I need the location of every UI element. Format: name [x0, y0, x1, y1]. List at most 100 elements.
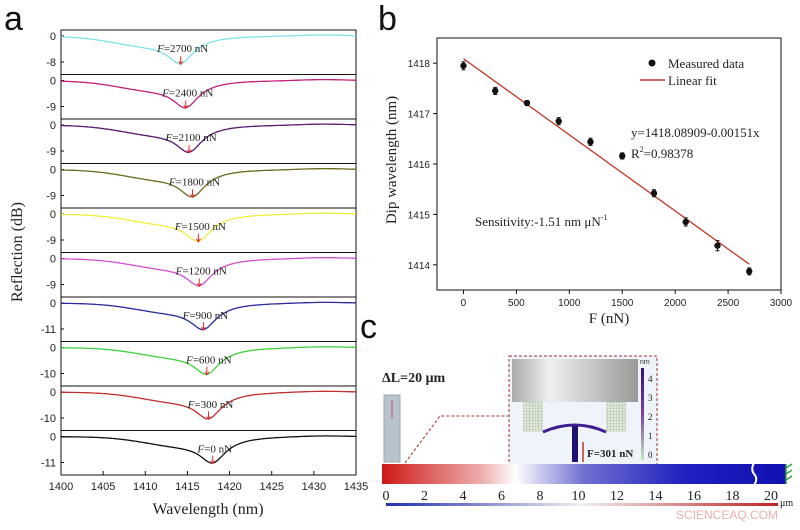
y-tick-label: -10: [40, 369, 56, 381]
y-tick-label: -8: [46, 57, 56, 69]
scale-tick-label: 18: [726, 489, 740, 504]
data-point: [587, 138, 594, 146]
colorbar-tick-label: 0: [648, 450, 653, 460]
y-tick-label: 0: [50, 298, 56, 310]
scale-gradient-bar: [386, 503, 778, 506]
x-tick-label: 500: [508, 298, 525, 309]
spectrum-curve-600: [61, 346, 356, 376]
panel-a-x-label: Wavelength (nm): [152, 501, 263, 518]
force-label-300: F=300 nN: [187, 399, 234, 411]
spectrum-curve-1200: [61, 257, 357, 287]
spectrum-curve-2100: [61, 123, 357, 153]
colorbar-tick-label: 2: [648, 412, 653, 422]
dip-marker-arrow-icon: [210, 455, 216, 465]
y-tick-label: -9: [46, 280, 56, 292]
force-label: F=301 nN: [587, 448, 633, 460]
panel-b-y-label: Dip wavelength (nm): [384, 96, 400, 224]
force-label-1200: F=1200 nN: [175, 266, 227, 278]
scale-tick-label: 14: [649, 489, 663, 504]
probe-cylinder: [383, 394, 401, 463]
cantilever-beam: [382, 464, 786, 484]
dip-marker-arrow-icon: [196, 278, 202, 288]
y-tick-label: -9: [46, 235, 56, 247]
x-tick-label: 1400: [49, 481, 73, 493]
panel-label-b: b: [378, 0, 397, 38]
callout-line: [404, 415, 508, 464]
y-tick-label: -10: [40, 413, 56, 425]
panel-label-a: a: [4, 0, 23, 38]
data-point: [492, 87, 499, 95]
y-tick-label: 0: [50, 343, 56, 355]
x-tick-label: 2500: [717, 298, 740, 309]
y-tick-label: 0: [50, 432, 56, 444]
mesh-left: [523, 402, 543, 432]
scale-tick-label: 0: [383, 489, 390, 504]
dip-marker-arrow-icon: [178, 56, 184, 66]
y-tick-label: 0: [50, 209, 56, 221]
dip-marker-arrow-icon: [195, 233, 201, 243]
force-label-0: F=0 nN: [196, 444, 232, 456]
delta-l-label: ΔL=20 μm: [382, 371, 446, 386]
colorbar-unit: nm: [640, 359, 650, 366]
data-point: [746, 268, 753, 275]
x-tick-label: 1500: [611, 298, 634, 309]
force-label-2700: F=2700 nN: [156, 43, 208, 55]
membrane: [542, 423, 607, 434]
y-tick-label: 0: [50, 120, 56, 132]
dip-marker-arrow-icon: [183, 100, 189, 110]
y-tick-label: -11: [41, 324, 56, 336]
x-tick-label: 3000: [770, 298, 793, 309]
r2-value: =0.98378: [644, 146, 694, 161]
y-tick-label: -9: [46, 191, 56, 203]
legend-fit: Linear fit: [668, 73, 717, 88]
x-tick-label: 1000: [558, 298, 581, 309]
r-squared: R2=0.98378: [631, 145, 693, 161]
spectrum-panel-0: [60, 430, 357, 476]
dip-marker-arrow-icon: [204, 366, 210, 376]
y-tick-label: 0: [50, 387, 56, 399]
scale-tick-label: 2: [421, 489, 428, 504]
x-tick-label: 1425: [259, 481, 283, 493]
legend-measured: Measured data: [668, 56, 744, 71]
scale-tick-label: 8: [537, 489, 544, 504]
spectrum-curve-1800: [61, 167, 357, 198]
colorbar-tick-label: 1: [648, 431, 653, 441]
data-point: [619, 152, 626, 160]
force-label-1800: F=1800 nN: [168, 177, 220, 189]
data-point: [523, 99, 531, 107]
data-point: [460, 62, 467, 69]
panel-b-x-label: F (nN): [589, 311, 629, 327]
y-tick-label: 1416: [408, 160, 431, 171]
y-tick-label: 0: [50, 254, 56, 266]
y-tick-label: 1417: [408, 110, 431, 121]
scale-tick-label: 6: [498, 489, 505, 504]
x-tick-label: 0: [461, 298, 467, 309]
scale-tick-label: 20: [764, 489, 778, 504]
fixed-support-icon: [785, 463, 793, 484]
colorbar-tick-label: 4: [648, 374, 653, 384]
beam-break-mark: [751, 462, 758, 486]
dip-marker-arrow-icon: [186, 144, 192, 154]
data-point: [682, 218, 689, 226]
force-label-600: F=600 nN: [185, 355, 232, 367]
y-tick-label: 0: [50, 165, 56, 177]
scale-tick-label: 12: [610, 489, 624, 504]
scale-unit: μm: [780, 498, 793, 509]
force-label-2100: F=2100 nN: [165, 132, 217, 144]
sensitivity-label: Sensitivity:-1.51 nm μN-1: [475, 213, 607, 229]
force-label-900: F=900 nN: [182, 310, 229, 322]
y-tick-label: 1414: [408, 261, 431, 272]
force-label-1500: F=1500 nN: [174, 221, 226, 233]
spectrum-panel-2700: [60, 29, 357, 75]
panel-a-y-label: Reflection (dB): [9, 202, 26, 302]
x-tick-label: 1405: [91, 481, 115, 493]
y-tick-label: 0: [50, 31, 56, 43]
y-tick-label: 1415: [408, 210, 431, 221]
fit-equation: y=1418.08909-0.00151x: [631, 125, 760, 140]
dip-marker-arrow-icon: [201, 322, 206, 331]
watermark: SCIENCEAQ.COM: [675, 508, 778, 522]
colorbar: [641, 368, 644, 460]
panel-b-dip-chart: Dip wavelength (nm) F (nN) Measured data…: [384, 37, 793, 327]
